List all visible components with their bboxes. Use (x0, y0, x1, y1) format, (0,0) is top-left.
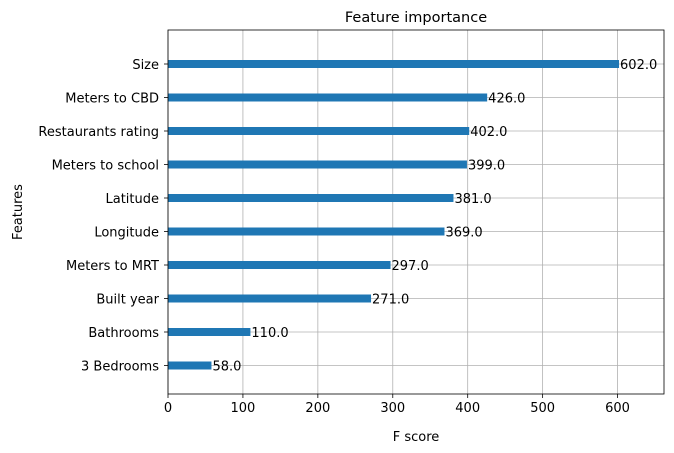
value-label: 369.0 (445, 226, 482, 241)
x-tick-label: 100 (231, 401, 256, 416)
category-label: Meters to school (52, 159, 159, 174)
bar-size (168, 60, 620, 68)
grid-layer (167, 30, 664, 394)
bar-longitude (168, 227, 445, 236)
bar-meters-to-cbd (168, 93, 488, 102)
x-tick-label: 500 (530, 401, 555, 416)
category-label: Bathrooms (88, 326, 159, 341)
value-label: 602.0 (620, 58, 657, 73)
tick-layer: 0 100 200 300 400 500 600 (164, 63, 630, 416)
x-tick-label: 0 (164, 401, 172, 416)
x-tick-label: 200 (305, 401, 330, 416)
category-label: Size (132, 58, 159, 73)
x-tick-label: 400 (455, 401, 480, 416)
value-label: 271.0 (372, 293, 409, 308)
category-label: Meters to CBD (65, 92, 159, 107)
value-label: 297.0 (392, 259, 429, 274)
bar-restaurants-rating (168, 127, 470, 135)
category-label: Built year (96, 293, 159, 308)
bar-meters-to-school (168, 160, 467, 169)
y-axis-label: Features (11, 184, 26, 240)
category-label: Latitude (105, 192, 159, 207)
category-label: 3 Bedrooms (81, 360, 159, 375)
x-tick-label: 300 (380, 401, 405, 416)
x-tick-label: 600 (605, 401, 630, 416)
x-axis-label: F score (393, 430, 440, 445)
bar-meters-to-mrt (168, 261, 391, 269)
category-label: Longitude (94, 226, 159, 241)
bar-latitude (168, 194, 454, 202)
bar-bathrooms (168, 328, 251, 336)
axes-frame (167, 29, 665, 395)
value-label: 399.0 (468, 159, 505, 174)
bar-layer (168, 60, 620, 370)
chart-title: Feature importance (345, 10, 487, 26)
value-label: 110.0 (251, 326, 288, 341)
value-label: 58.0 (212, 360, 241, 375)
value-label: 402.0 (470, 125, 507, 140)
bar-built-year (168, 294, 372, 303)
category-label: Restaurants rating (38, 125, 159, 140)
category-label: Meters to MRT (66, 259, 159, 274)
value-label: 426.0 (488, 92, 525, 107)
value-label: 381.0 (454, 192, 491, 207)
label-layer: Size 602.0 Meters to CBD 426.0 Restaurants r… (38, 58, 657, 375)
bar-3-bedrooms (168, 361, 212, 370)
